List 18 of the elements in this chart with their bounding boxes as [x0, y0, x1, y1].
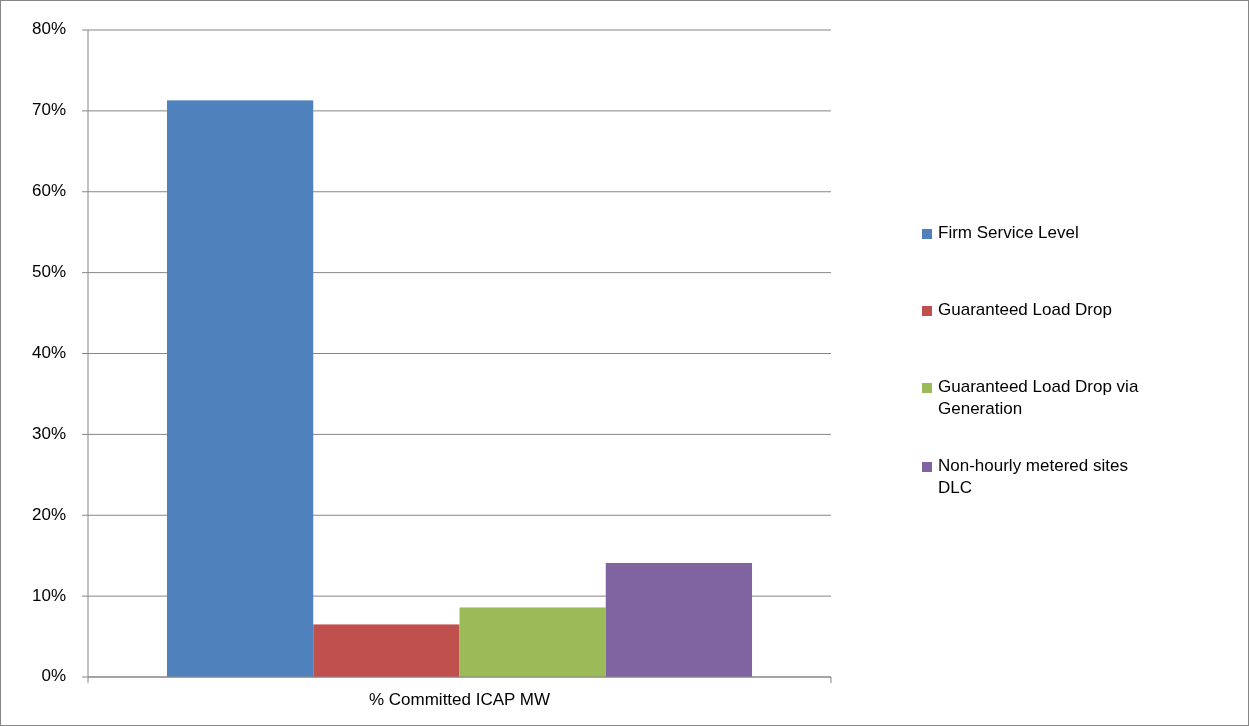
x-tick-label: % Committed ICAP MW: [368, 690, 551, 709]
y-tick-label: 40%: [31, 342, 66, 362]
y-tick-label: 70%: [31, 100, 66, 120]
legend-label: Guaranteed Load Drop: [938, 300, 1112, 320]
y-tick-label: 20%: [31, 504, 66, 524]
legend-label: Firm Service Level: [938, 223, 1079, 243]
bar: [313, 624, 460, 677]
bar: [166, 100, 314, 677]
legend-label: Guaranteed Load Drop via Generation: [938, 377, 1139, 419]
bar: [605, 562, 753, 677]
y-tick-label: 60%: [31, 181, 66, 201]
y-tick-label: 30%: [31, 423, 66, 443]
y-tick-label: 80%: [31, 19, 66, 39]
y-tick-label: 50%: [31, 262, 66, 282]
legend-label: Non-hourly metered sites DLC: [938, 456, 1128, 498]
y-tick-label: 10%: [31, 585, 66, 605]
bar: [459, 607, 606, 677]
y-tick-label: 0%: [41, 666, 66, 686]
